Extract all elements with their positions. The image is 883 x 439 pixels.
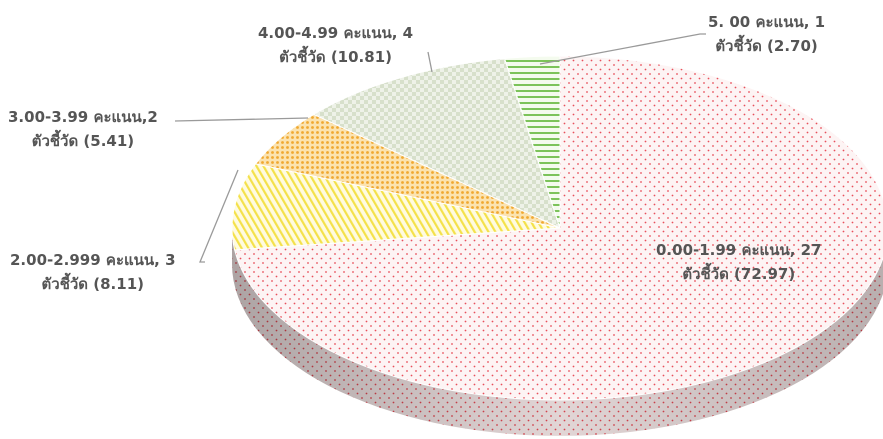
leader-line-3 <box>427 51 433 73</box>
leader-lines <box>174 33 706 263</box>
slice-label-1: 2.00-2.999 คะแนน, 3 ตัวชี้วัด (8.11) <box>10 251 176 293</box>
pie-side-shade <box>232 228 883 436</box>
pie-slice-4 <box>503 55 561 229</box>
slice-label-4: 5. 00 คะแนน, 1 ตัวชี้วัด (2.70) <box>708 13 826 55</box>
pie-slice-0 <box>234 55 883 401</box>
slice-label-2: 3.00-3.99 คะแนน,2 ตัวชี้วัด (5.41) <box>8 108 158 150</box>
leader-line-4 <box>539 33 706 65</box>
pie-slices <box>231 55 883 401</box>
pie-slice-3 <box>312 57 561 229</box>
leader-line-2 <box>174 117 309 122</box>
slice-label-0: 0.00-1.99 คะแนน, 27 ตัวชี้วัด (72.97) <box>656 241 822 283</box>
pie-side-layer <box>232 228 883 436</box>
pie-slice-1 <box>231 163 561 251</box>
slice-label-3: 4.00-4.99 คะแนน, 4 ตัวชี้วัด (10.81) <box>258 24 414 66</box>
leader-line-1 <box>199 169 239 263</box>
